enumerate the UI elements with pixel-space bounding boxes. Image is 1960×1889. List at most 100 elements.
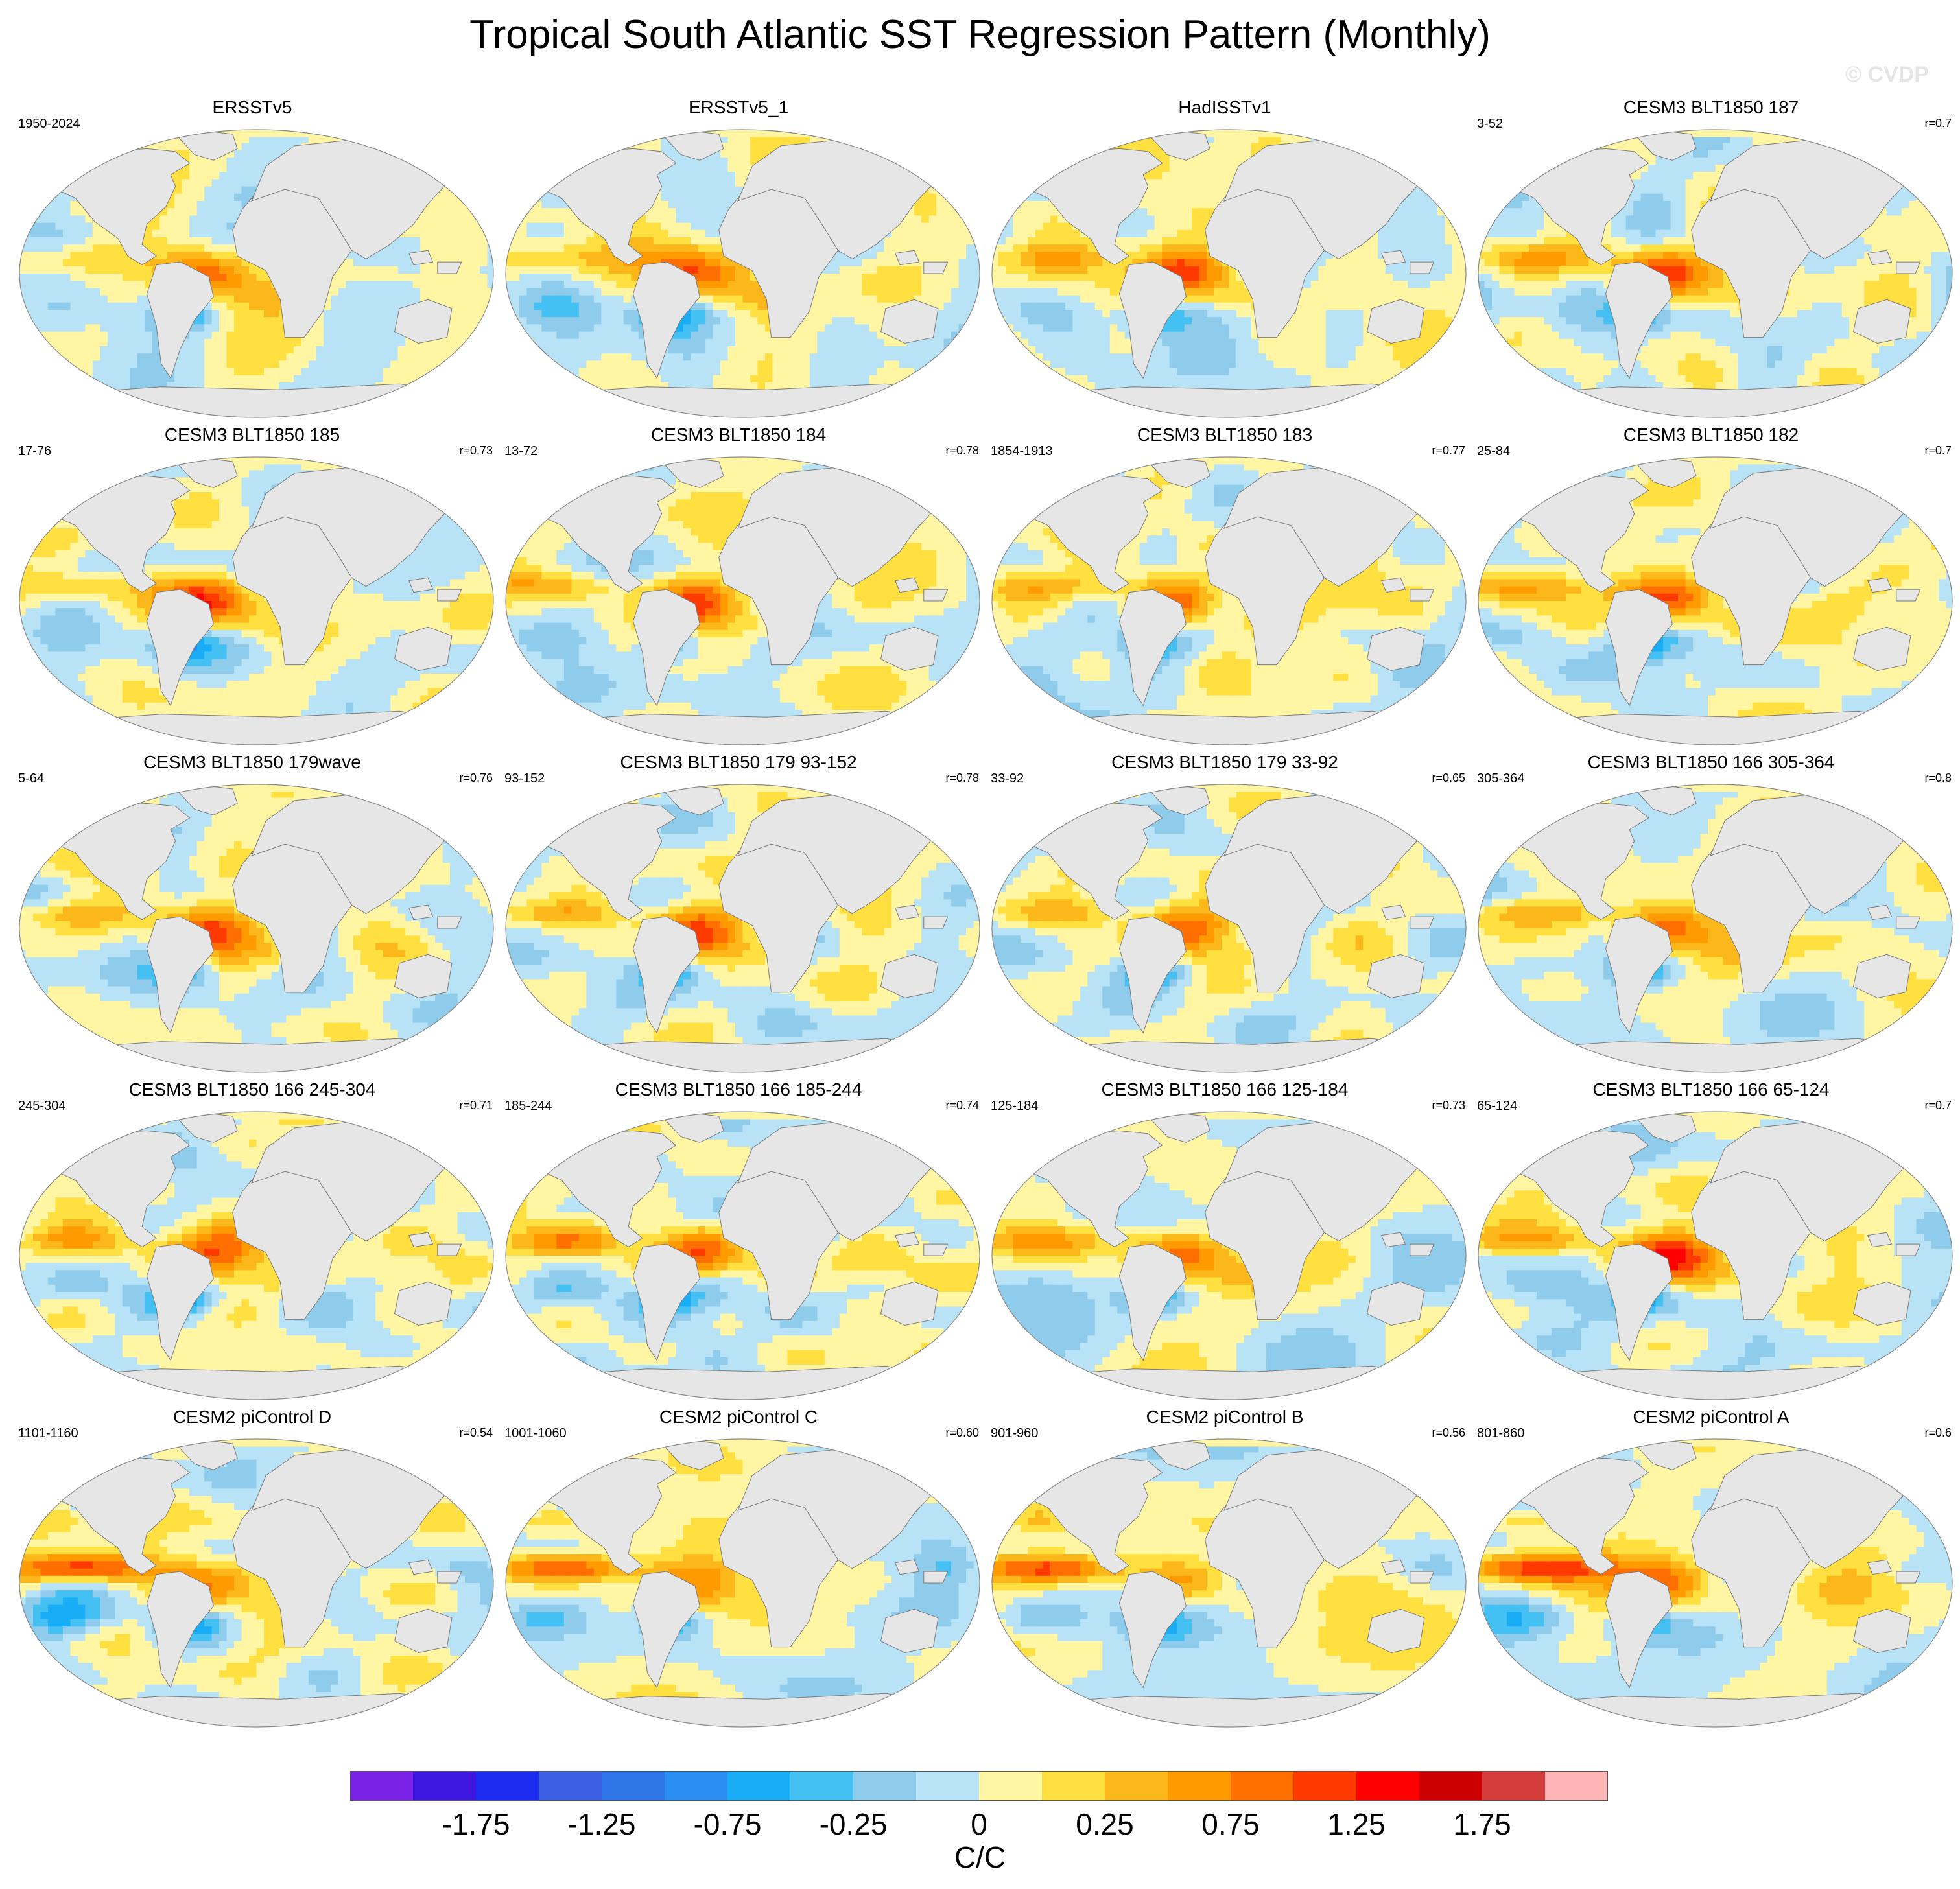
colorbar-tick-label: 1.75 [1453,1807,1511,1841]
map-border [1478,1111,1953,1400]
land-mass [1009,710,1449,745]
land-mass [737,139,963,260]
panel-years: 1854-1913 [991,444,1053,459]
panel-title: ERSSTv5_1 [495,97,982,118]
sst-field [1478,457,1952,745]
sst-field [992,1439,1466,1727]
land-mass [437,916,462,929]
land-mass [1605,589,1673,707]
map-border [991,129,1467,418]
land-mass [251,1121,477,1242]
colorbar-swatch [665,1771,727,1801]
land-mass [1118,1243,1187,1361]
map-border [991,784,1467,1073]
land-mass [1019,148,1163,266]
land-mass [408,1232,434,1248]
panel-title: CESM3 BLT1850 187 [1468,97,1954,118]
panel-correlation: r=0.60 [945,1426,979,1440]
map-border [505,1438,980,1728]
land-mass [251,1449,477,1569]
panel-correlation: r=0.76 [459,771,493,785]
land-mass [1367,954,1425,999]
map-panel: CESM3 BLT1850 182 25-84 r=0.7 [1468,425,1954,749]
panel-correlation: r=0.7 [1924,1099,1952,1112]
colorbar-swatch [1356,1771,1419,1801]
land-mass [894,904,920,921]
panel-years: 305-364 [1477,771,1524,786]
panel-correlation: r=0.73 [1432,1099,1465,1112]
land-mass [894,1232,920,1248]
land-mass [1019,803,1163,921]
map-border [1478,129,1953,418]
sst-field [19,784,493,1072]
panel-correlation: r=0.74 [945,1099,979,1112]
colorbar-swatch [539,1771,602,1801]
colorbar-swatch [1545,1771,1608,1801]
land-mass [1223,794,1449,915]
land-mass [523,1365,963,1400]
land-mass [251,794,477,915]
land-mass [1380,250,1406,266]
map-border [505,784,980,1073]
land-mass [1495,383,1935,417]
land-mass [1009,1038,1449,1072]
map-border [505,1111,980,1400]
map-panel: CESM3 BLT1850 179wave 5-64 r=0.76 [9,752,495,1076]
land-mass [1867,904,1893,921]
land-mass [632,916,700,1034]
map-border [505,456,980,745]
land-mass [1867,1232,1893,1248]
sst-field [1478,784,1952,1072]
map-panel: CESM2 piControl D 1101-1160 r=0.54 [9,1407,495,1731]
land-mass [46,1457,191,1575]
land-mass [394,954,453,999]
sst-field [506,457,980,745]
map-border [19,456,494,745]
panel-title: CESM3 BLT1850 166 185-244 [495,1079,982,1100]
figure-title: Tropical South Atlantic SST Regression P… [0,12,1960,58]
land-mass [36,1693,477,1727]
land-mass [1867,577,1893,593]
land-mass [880,1281,939,1326]
land-mass [1495,1365,1935,1400]
land-mass [1896,1243,1921,1256]
colorbar-swatch [1482,1771,1545,1801]
regression-map [991,129,1467,418]
panel-title: HadISSTv1 [982,97,1468,118]
colorbar-tick-label: 1.25 [1327,1807,1386,1841]
regression-map [19,1111,494,1400]
land-mass [632,1243,700,1361]
panel-title: CESM2 piControl D [9,1407,495,1427]
land-mass [1118,589,1187,707]
map-border [991,1111,1467,1400]
land-mass [523,710,963,745]
land-mass [737,1449,963,1569]
regression-map [505,784,980,1073]
panel-correlation: r=0.73 [459,444,493,458]
land-mass [36,383,477,417]
colorbar-tick-label: -0.25 [820,1807,888,1841]
colorbar-tick-label: 0 [971,1807,987,1841]
panel-years: 185-244 [504,1099,552,1114]
panel-title: CESM3 BLT1850 184 [495,425,982,445]
land-mass [523,1038,963,1072]
land-mass [1118,261,1187,379]
land-mass [532,1457,677,1575]
land-mass [1710,1449,1935,1569]
panel-correlation: r=0.8 [1924,771,1952,785]
land-mass [532,148,677,266]
map-panel: CESM2 piControl C 1001-1060 r=0.60 [495,1407,982,1731]
land-mass [632,589,700,707]
land-mass [1853,1608,1911,1654]
colorbar-swatch [350,1771,413,1801]
land-mass [1867,250,1893,266]
map-panel: CESM3 BLT1850 166 65-124 65-124 r=0.7 [1468,1079,1954,1403]
regression-map [1478,456,1953,745]
land-mass [394,299,453,344]
land-mass [1710,1121,1935,1242]
map-panel: CESM2 piControl B 901-960 r=0.56 [982,1407,1468,1731]
land-mass [437,261,462,274]
panel-correlation: r=0.78 [945,444,979,458]
panel-years: 65-124 [1477,1099,1517,1114]
regression-map [19,129,494,418]
